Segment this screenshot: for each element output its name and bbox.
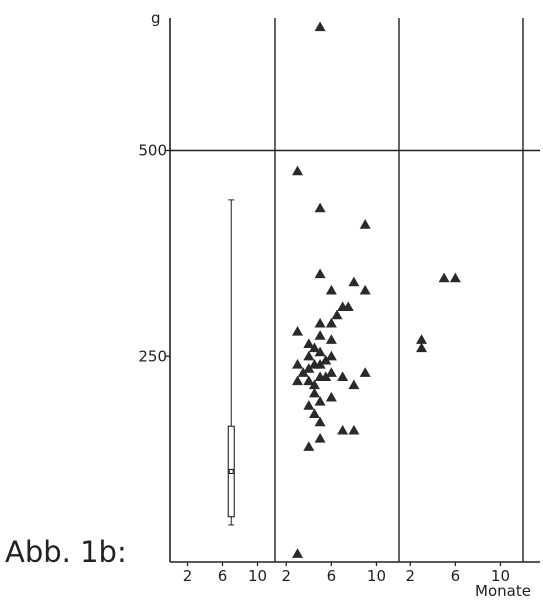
x-tick-label: 6 bbox=[327, 567, 337, 585]
boxplot-median-marker bbox=[228, 468, 234, 475]
figure-caption: Abb. 1b: bbox=[5, 535, 127, 569]
triangle-point bbox=[325, 350, 337, 361]
triangle-point bbox=[314, 330, 326, 340]
triangle-point bbox=[331, 309, 343, 320]
triangle-point bbox=[308, 408, 320, 418]
triangle-point bbox=[303, 350, 315, 361]
triangle-point bbox=[320, 371, 332, 381]
triangle-point bbox=[325, 391, 337, 402]
triangle-point bbox=[314, 202, 326, 213]
triangle-point bbox=[325, 284, 337, 295]
y-tick-label: 500 bbox=[138, 142, 167, 160]
triangle-point bbox=[308, 387, 320, 398]
grid-lines bbox=[170, 18, 540, 562]
triangle-point bbox=[359, 284, 371, 295]
triangle-point bbox=[342, 301, 354, 311]
triangle-point bbox=[348, 424, 360, 435]
triangle-point bbox=[416, 334, 428, 344]
x-tick-label: 10 bbox=[248, 567, 267, 585]
triangle-point bbox=[314, 433, 326, 443]
x-tick-label: 6 bbox=[218, 567, 228, 585]
x-tick-label: 10 bbox=[367, 567, 386, 585]
triangle-point bbox=[303, 375, 315, 386]
triangle-point bbox=[314, 416, 326, 427]
triangle-point bbox=[438, 272, 450, 283]
x-tick-label: 2 bbox=[281, 567, 291, 585]
triangle-point bbox=[314, 396, 326, 406]
triangle-point bbox=[325, 317, 337, 328]
triangle-point bbox=[348, 379, 360, 390]
triangle-point bbox=[292, 548, 304, 558]
triangle-point bbox=[297, 367, 309, 377]
boxplot-group bbox=[227, 199, 235, 526]
triangle-point bbox=[292, 165, 304, 176]
triangle-point bbox=[337, 371, 349, 381]
triangle-point bbox=[314, 317, 326, 328]
triangle-point bbox=[416, 342, 428, 353]
triangle-point bbox=[348, 276, 360, 287]
triangle-point bbox=[314, 268, 326, 279]
axes bbox=[166, 18, 540, 566]
triangle-point bbox=[303, 363, 315, 373]
tick-labels: 25050075010001250261026102610 bbox=[138, 142, 510, 586]
x-tick-label: 2 bbox=[405, 567, 415, 585]
y-tick-label: 250 bbox=[138, 347, 167, 365]
triangle-point bbox=[314, 21, 326, 32]
data-points bbox=[292, 21, 461, 558]
triangle-point bbox=[308, 342, 320, 353]
triangle-point bbox=[292, 375, 304, 386]
y-axis-unit-label: g bbox=[151, 9, 161, 27]
triangle-point bbox=[308, 379, 320, 390]
triangle-point bbox=[325, 334, 337, 344]
triangle-point bbox=[314, 346, 326, 357]
triangle-point bbox=[303, 338, 315, 349]
triangle-point bbox=[337, 424, 349, 435]
triangle-point bbox=[292, 326, 304, 336]
triangle-point bbox=[314, 358, 326, 369]
triangle-point bbox=[303, 400, 315, 410]
triangle-point bbox=[325, 367, 337, 377]
triangle-point bbox=[320, 354, 332, 365]
triangle-point bbox=[303, 441, 315, 451]
triangle-point bbox=[359, 219, 371, 229]
triangle-point bbox=[359, 367, 371, 377]
triangle-point bbox=[449, 272, 461, 283]
x-tick-label: 10 bbox=[491, 567, 510, 585]
x-axis-unit-label: Monate bbox=[475, 582, 531, 600]
x-tick-label: 2 bbox=[183, 567, 193, 585]
x-tick-label: 6 bbox=[451, 567, 461, 585]
triangle-point bbox=[292, 358, 304, 369]
